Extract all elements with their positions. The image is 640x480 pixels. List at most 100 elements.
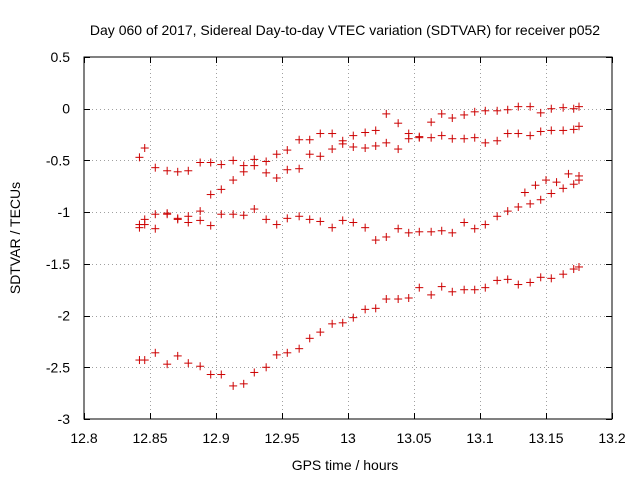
data-point bbox=[151, 348, 160, 357]
y-tick-label: 0 bbox=[62, 101, 70, 117]
data-point bbox=[135, 220, 144, 229]
data-point bbox=[283, 348, 292, 357]
data-point bbox=[531, 181, 540, 190]
data-point bbox=[229, 176, 238, 185]
data-point bbox=[305, 334, 314, 343]
data-point bbox=[361, 305, 370, 314]
data-point bbox=[564, 169, 573, 178]
y-axis-label: SDTVAR / TECUs bbox=[7, 182, 23, 294]
data-point bbox=[361, 128, 370, 137]
data-point bbox=[493, 106, 502, 115]
data-point bbox=[295, 135, 304, 144]
data-point bbox=[229, 156, 238, 165]
data-point bbox=[575, 171, 583, 180]
data-point bbox=[163, 360, 172, 369]
data-point bbox=[173, 351, 182, 360]
y-tick-label: -2.5 bbox=[46, 359, 70, 375]
data-point bbox=[394, 145, 403, 154]
data-point bbox=[481, 220, 490, 229]
data-point bbox=[239, 211, 248, 220]
data-point bbox=[349, 218, 358, 227]
data-point bbox=[382, 295, 391, 304]
data-point bbox=[173, 167, 182, 176]
data-point bbox=[217, 185, 226, 194]
data-point bbox=[460, 110, 469, 119]
data-point bbox=[295, 344, 304, 353]
data-point bbox=[481, 106, 490, 115]
data-point bbox=[569, 125, 578, 134]
data-point bbox=[437, 282, 446, 291]
data-point bbox=[547, 126, 556, 135]
y-tick-label: -0.5 bbox=[46, 152, 70, 168]
data-point bbox=[520, 188, 529, 197]
data-point bbox=[448, 134, 457, 143]
data-point bbox=[514, 129, 523, 138]
data-point bbox=[437, 131, 446, 140]
data-point bbox=[196, 158, 205, 167]
y-tick-label: -3 bbox=[58, 411, 71, 427]
data-point bbox=[295, 164, 304, 173]
data-point bbox=[460, 218, 469, 227]
data-point bbox=[404, 129, 413, 138]
data-point bbox=[184, 212, 193, 221]
data-point bbox=[371, 141, 380, 150]
data-point bbox=[305, 215, 314, 224]
data-point bbox=[140, 356, 149, 365]
data-point bbox=[229, 381, 238, 390]
x-tick-label: 13.15 bbox=[528, 430, 563, 446]
data-point bbox=[547, 104, 556, 113]
data-point bbox=[503, 105, 512, 114]
data-point bbox=[371, 304, 380, 313]
data-point bbox=[239, 379, 248, 388]
data-point bbox=[448, 114, 457, 123]
data-point bbox=[415, 283, 424, 292]
data-point bbox=[547, 189, 556, 198]
data-point bbox=[427, 290, 436, 299]
data-point bbox=[295, 212, 304, 221]
data-point bbox=[135, 153, 144, 162]
data-point bbox=[338, 318, 347, 327]
data-point bbox=[470, 285, 479, 294]
data-point bbox=[196, 216, 205, 225]
data-point bbox=[427, 227, 436, 236]
data-point bbox=[575, 122, 583, 131]
data-point bbox=[536, 127, 545, 136]
data-point bbox=[283, 165, 292, 174]
data-point bbox=[448, 228, 457, 237]
chart-title: Day 060 of 2017, Sidereal Day-to-day VTE… bbox=[90, 22, 600, 38]
data-point bbox=[559, 184, 568, 193]
data-point bbox=[272, 150, 281, 159]
data-point bbox=[283, 146, 292, 155]
data-point bbox=[239, 161, 248, 170]
data-point bbox=[272, 174, 281, 183]
data-point bbox=[250, 205, 259, 214]
data-point bbox=[196, 207, 205, 216]
data-point bbox=[349, 142, 358, 151]
data-point bbox=[514, 102, 523, 111]
data-point bbox=[206, 158, 215, 167]
x-tick-label: 12.9 bbox=[202, 430, 229, 446]
data-point bbox=[349, 313, 358, 322]
data-point bbox=[382, 138, 391, 147]
data-point bbox=[575, 262, 583, 271]
data-point bbox=[575, 102, 583, 111]
data-point bbox=[140, 144, 149, 153]
data-point bbox=[206, 190, 215, 199]
data-point bbox=[427, 118, 436, 127]
x-tick-label: 13.05 bbox=[396, 430, 431, 446]
data-point bbox=[262, 157, 271, 166]
data-point bbox=[250, 155, 259, 164]
data-point bbox=[163, 166, 172, 175]
data-point bbox=[415, 227, 424, 236]
data-point bbox=[361, 144, 370, 153]
x-tick-label: 13.2 bbox=[598, 430, 625, 446]
x-tick-label: 12.8 bbox=[70, 430, 97, 446]
data-point bbox=[552, 178, 561, 187]
y-tick-label: -1.5 bbox=[46, 256, 70, 272]
data-point bbox=[196, 362, 205, 371]
data-point bbox=[460, 285, 469, 294]
axis-ticks: 12.8 12.85 12.9 12.95 13 13.05 13.1 13.15 13.2 0.… bbox=[46, 49, 626, 446]
data-point bbox=[316, 129, 325, 138]
data-point bbox=[250, 368, 259, 377]
